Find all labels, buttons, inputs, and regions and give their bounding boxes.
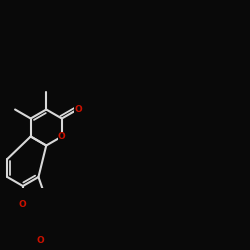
Text: O: O <box>37 236 45 244</box>
Text: O: O <box>19 200 27 208</box>
Text: O: O <box>74 104 82 114</box>
Text: O: O <box>58 132 66 141</box>
